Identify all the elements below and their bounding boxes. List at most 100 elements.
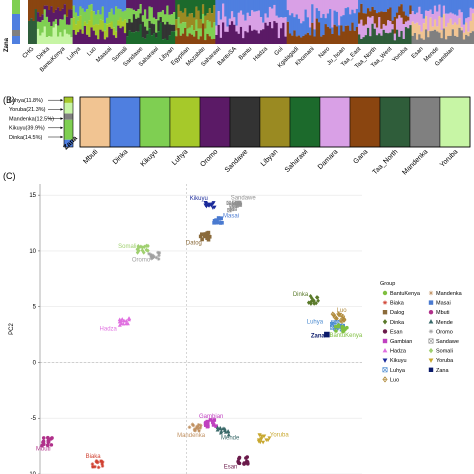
panel-a-population-label: Luo xyxy=(86,46,98,58)
admixture-segment xyxy=(320,0,323,18)
admixture-segment xyxy=(119,17,123,29)
admixture-segment xyxy=(380,28,383,36)
admixture-segment xyxy=(373,0,377,11)
legend-label-biaka: Biaka xyxy=(390,301,405,307)
admixture-segment xyxy=(233,24,236,44)
admixture-segment xyxy=(81,33,85,44)
legend-marker-luhya xyxy=(382,367,388,373)
pca-point-mandenka xyxy=(193,428,197,433)
admixture-segment xyxy=(469,21,473,33)
admixture-segment xyxy=(81,29,85,34)
admixture-segment xyxy=(375,0,379,14)
admixture-segment xyxy=(304,34,308,44)
admixture-segment xyxy=(85,34,89,44)
admixture-segment xyxy=(28,20,31,44)
legend-label-mandenka: Mandenka xyxy=(436,291,463,297)
admixture-segment xyxy=(157,31,160,44)
admixture-segment xyxy=(378,17,381,34)
admixture-segment xyxy=(184,28,187,44)
admixture-segment xyxy=(279,17,283,29)
admixture-segment xyxy=(337,0,341,26)
admixture-segment xyxy=(106,37,109,44)
pca-point-mende xyxy=(215,425,220,430)
admixture-segment xyxy=(248,25,252,44)
admixture-segment xyxy=(424,29,428,44)
admixture-segment xyxy=(411,35,415,44)
admixture-segment xyxy=(219,19,223,38)
admixture-segment xyxy=(132,14,136,33)
admixture-segment xyxy=(322,14,325,35)
panel-b-bar-label: Libyan xyxy=(260,148,280,168)
admixture-segment xyxy=(199,28,203,37)
admixture-segment xyxy=(407,0,410,17)
panel-b-arrowhead xyxy=(60,108,63,111)
admixture-segment xyxy=(190,0,194,14)
admixture-segment xyxy=(433,29,437,44)
admixture-segment xyxy=(88,36,91,44)
pca-point-yoruba xyxy=(259,437,264,442)
admixture-segment xyxy=(114,37,118,44)
admixture-segment xyxy=(420,31,424,39)
admixture-segment xyxy=(467,17,470,32)
admixture-segment xyxy=(436,0,439,12)
admixture-segment xyxy=(179,0,183,11)
admixture-segment xyxy=(201,13,205,24)
admixture-segment xyxy=(266,0,270,18)
admixture-segment xyxy=(195,19,198,31)
admixture-segment xyxy=(206,20,210,34)
pca-point-oromo xyxy=(150,255,155,260)
admixture-segment xyxy=(204,0,207,16)
admixture-segment xyxy=(429,9,433,18)
pca-y-tick-label: 0 xyxy=(33,360,37,366)
admixture-segment xyxy=(447,0,450,14)
admixture-segment xyxy=(398,6,401,16)
admixture-segment xyxy=(445,0,448,14)
panel-b-bar-kikuyu xyxy=(139,96,171,148)
admixture-segment xyxy=(146,18,149,31)
pca-point-mandenka xyxy=(196,426,201,431)
admixture-segment xyxy=(244,20,247,32)
legend-title: Group xyxy=(380,281,395,287)
pca-point-masai xyxy=(212,221,216,225)
admixture-segment xyxy=(108,26,111,44)
panel-b-zana-segment xyxy=(64,97,73,103)
admixture-segment xyxy=(378,33,381,44)
panel-b-arrowhead xyxy=(60,126,63,130)
admixture-segment xyxy=(380,11,383,29)
pca-point-esan xyxy=(242,462,246,466)
pca-point-esan xyxy=(245,462,250,466)
admixture-segment xyxy=(389,0,392,8)
admixture-segment xyxy=(224,0,227,17)
admixture-segment xyxy=(427,30,430,38)
admixture-segment xyxy=(143,0,147,10)
pca-point-luo xyxy=(330,311,335,317)
admixture-segment xyxy=(121,0,125,12)
admixture-segment xyxy=(48,22,51,37)
admixture-segment xyxy=(404,27,408,44)
panel-b-bar-label: Dinka xyxy=(112,148,130,166)
admixture-segment xyxy=(253,11,256,30)
pca-point-mandenka xyxy=(187,425,192,429)
admixture-segment xyxy=(70,37,73,44)
admixture-segment xyxy=(172,12,176,25)
admixture-segment xyxy=(175,36,178,44)
admixture-segment xyxy=(68,24,71,35)
legend-marker-oromo xyxy=(428,329,434,334)
admixture-segment xyxy=(300,37,303,44)
pca-label-yoruba: Yoruba xyxy=(270,432,289,438)
admixture-segment xyxy=(168,24,172,36)
admixture-segment xyxy=(52,27,56,44)
admixture-segment xyxy=(413,14,417,24)
admixture-segment xyxy=(121,26,125,44)
panel-b-bar-mandenka xyxy=(409,96,441,148)
admixture-segment xyxy=(239,0,243,11)
admixture-segment xyxy=(97,24,100,40)
admixture-segment xyxy=(329,28,332,44)
admixture-segment xyxy=(418,25,421,35)
admixture-segment xyxy=(181,12,185,23)
admixture-segment xyxy=(362,37,366,44)
admixture-segment xyxy=(266,25,270,44)
admixture-segment xyxy=(291,0,294,14)
pca-y-axis-label: PC2 xyxy=(9,323,15,335)
admixture-segment xyxy=(52,21,56,28)
